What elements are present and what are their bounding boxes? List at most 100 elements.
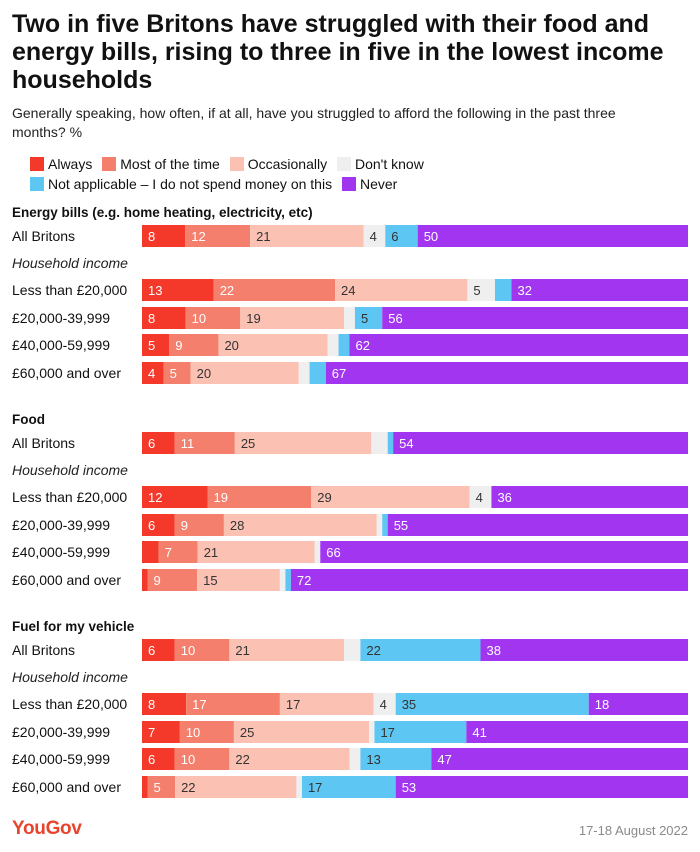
bar-segment-never	[491, 486, 688, 508]
data-label: 8	[148, 697, 155, 712]
bar-segment-always	[142, 225, 186, 247]
legend-label: Not applicable – I do not spend money on…	[48, 176, 333, 192]
data-label: 62	[355, 338, 369, 353]
bar-segment-most-of-the-time	[169, 334, 219, 356]
data-label: 22	[366, 643, 380, 658]
bar-segment-never	[480, 639, 688, 661]
data-label: 6	[148, 643, 155, 658]
data-label: 11	[181, 436, 195, 451]
data-label: 53	[402, 780, 416, 795]
legend-swatch	[337, 157, 351, 171]
bar-segment-always	[142, 776, 148, 798]
bar-segment-don-t-know	[363, 225, 386, 247]
bar-segment-most-of-the-time	[186, 693, 280, 715]
legend-swatch	[30, 157, 44, 171]
chart-title: Two in five Britons have struggled with …	[12, 10, 664, 94]
chart-subtitle: Generally speaking, how often, if at all…	[12, 105, 616, 140]
bar-segment-not-applicable-i-do-not-spend-money-on-this	[360, 639, 481, 661]
bar-segment-always	[142, 569, 148, 591]
data-label: 8	[148, 311, 155, 326]
data-label: 21	[204, 545, 218, 560]
bar-segment-never	[588, 693, 688, 715]
bar-segment-never	[431, 748, 688, 770]
row-label: Less than £20,000	[12, 489, 127, 505]
bar-segment-always	[142, 748, 175, 770]
data-label: 32	[518, 283, 532, 298]
data-label: 29	[317, 490, 331, 505]
bar-segment-don-t-know	[349, 748, 361, 770]
data-label: 20	[197, 366, 211, 381]
data-label: 19	[214, 490, 228, 505]
row-label: £40,000-59,999	[12, 751, 110, 767]
bar-segment-don-t-know	[373, 693, 396, 715]
bar-segment-occasionally	[197, 541, 315, 563]
legend-label: Most of the time	[120, 156, 220, 172]
bar-segment-always	[142, 514, 175, 536]
data-label: 10	[181, 752, 195, 767]
bar-segment-most-of-the-time	[207, 486, 312, 508]
data-label: 4	[476, 490, 483, 505]
data-label: 35	[402, 697, 416, 712]
legend-swatch	[341, 177, 356, 191]
data-label: 54	[399, 436, 413, 451]
data-label: 19	[246, 311, 260, 326]
bar-segment-always	[142, 693, 187, 715]
bar-segment-never	[387, 514, 688, 536]
data-label: 6	[391, 229, 398, 244]
data-label: 5	[148, 338, 155, 353]
bar-segment-always	[142, 307, 186, 329]
legend-label: Occasionally	[247, 156, 328, 172]
bar-segment-never	[417, 225, 688, 247]
data-label: 22	[220, 283, 234, 298]
bar-segment-not-applicable-i-do-not-spend-money-on-this	[374, 721, 467, 743]
bar-segment-most-of-the-time	[158, 541, 198, 563]
bar-segment-most-of-the-time	[174, 639, 230, 661]
bar-segment-never	[511, 279, 688, 301]
row-label: £20,000-39,999	[12, 517, 110, 533]
bar-segment-occasionally	[335, 279, 468, 301]
data-label: 24	[341, 283, 355, 298]
bar-segment-don-t-know	[369, 721, 375, 743]
bar-segment-occasionally	[250, 225, 364, 247]
bar-segment-most-of-the-time	[174, 748, 230, 770]
bar-segment-don-t-know	[296, 776, 302, 798]
bar-segment-most-of-the-time	[174, 432, 235, 454]
row-label: Less than £20,000	[12, 282, 127, 298]
section-subheading: Household income	[12, 669, 128, 685]
bar-segment-occasionally	[234, 432, 372, 454]
row-label: £60,000 and over	[12, 365, 121, 381]
bar-segment-occasionally	[233, 721, 370, 743]
data-label: 12	[191, 229, 205, 244]
legend-swatch	[30, 177, 44, 191]
legend-swatch	[102, 157, 117, 171]
bar-segment-not-applicable-i-do-not-spend-money-on-this	[354, 307, 383, 329]
bar-segment-occasionally	[175, 776, 297, 798]
data-label: 28	[230, 518, 244, 533]
row-label: Less than £20,000	[12, 696, 127, 712]
bar-segment-most-of-the-time	[163, 362, 191, 384]
data-label: 6	[148, 518, 155, 533]
bar-segment-not-applicable-i-do-not-spend-money-on-this	[382, 514, 388, 536]
data-label: 36	[497, 490, 511, 505]
data-label: 18	[595, 697, 609, 712]
data-label: 10	[192, 311, 206, 326]
legend-label: Don't know	[355, 156, 424, 172]
data-label: 22	[235, 752, 249, 767]
data-label: 9	[181, 518, 188, 533]
row-label: £20,000-39,999	[12, 310, 110, 326]
data-label: 5	[361, 311, 368, 326]
data-label: 6	[148, 752, 155, 767]
data-label: 4	[370, 229, 377, 244]
data-label: 10	[186, 725, 200, 740]
bar-segment-occasionally	[240, 307, 345, 329]
data-label: 5	[473, 283, 480, 298]
bar-segment-never	[395, 776, 688, 798]
data-label: 56	[388, 311, 402, 326]
row-label: All Britons	[12, 435, 75, 451]
data-label: 72	[297, 573, 311, 588]
legend-label: Never	[359, 176, 398, 192]
bar-segment-most-of-the-time	[147, 776, 176, 798]
bar-segment-don-t-know	[469, 486, 492, 508]
row-label: £60,000 and over	[12, 779, 121, 795]
bar-segment-most-of-the-time	[213, 279, 336, 301]
